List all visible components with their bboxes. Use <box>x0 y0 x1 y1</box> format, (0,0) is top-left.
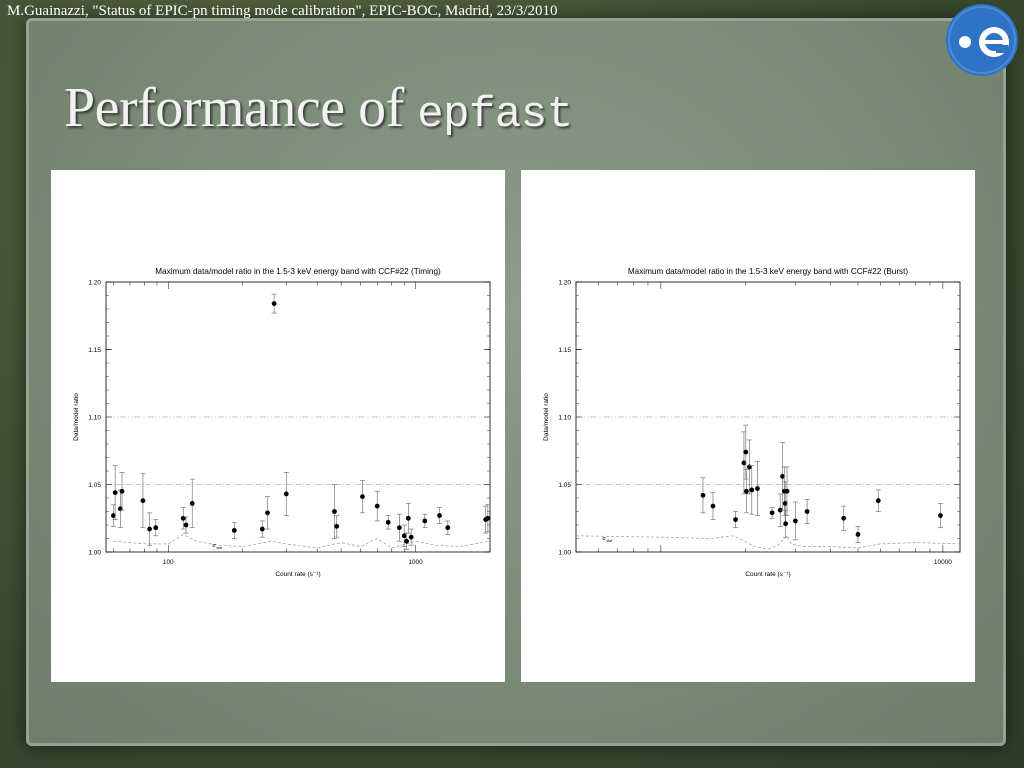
sigma-stat-curve <box>113 534 491 549</box>
slide-title: Performance of epfast <box>64 76 573 140</box>
data-point <box>743 449 749 455</box>
data-point <box>841 515 847 521</box>
data-point <box>782 501 788 506</box>
sigma-sub-label: stat <box>606 539 612 543</box>
y-tick-label: 1.10 <box>88 415 101 422</box>
y-tick-label: 1.20 <box>88 280 101 287</box>
data-point <box>741 460 747 466</box>
sigma-label: σ <box>212 543 216 549</box>
data-point <box>183 522 189 528</box>
data-point <box>938 513 943 518</box>
data-point <box>396 525 402 531</box>
chart-title: Maximum data/model ratio in the 1.5-3 ke… <box>628 267 909 276</box>
chart-panel-timing: Maximum data/model ratio in the 1.5-3 ke… <box>51 170 505 682</box>
chart-panel-burst: Maximum data/model ratio in the 1.5-3 ke… <box>521 170 975 682</box>
y-tick-label: 1.00 <box>558 550 571 557</box>
y-tick-label: 1.15 <box>558 347 571 354</box>
data-point <box>112 490 118 495</box>
data-point <box>769 510 775 516</box>
x-axis-label: Count rate (s⁻¹) <box>745 571 790 578</box>
chart-timing: Maximum data/model ratio in the 1.5-3 ke… <box>73 267 491 578</box>
data-point <box>147 526 152 532</box>
sigma-label: σ <box>602 536 606 542</box>
data-point <box>780 474 785 479</box>
data-point <box>437 513 442 518</box>
data-point <box>140 498 146 504</box>
y-tick-label: 1.20 <box>558 280 571 287</box>
data-point <box>755 486 760 491</box>
data-point <box>783 521 789 527</box>
x-axis-label: Count rate (s⁻¹) <box>275 571 320 578</box>
title-text: Performance of <box>64 77 404 139</box>
y-axis-label: Data/model ratio <box>73 393 80 441</box>
esa-logo-icon <box>946 4 1018 76</box>
data-point <box>153 525 159 531</box>
data-point <box>422 518 428 524</box>
data-point <box>485 515 491 521</box>
data-point <box>360 494 365 500</box>
data-point <box>334 523 340 529</box>
data-point <box>332 509 337 514</box>
sigma-stat-curve <box>575 535 961 550</box>
data-point <box>374 503 380 509</box>
data-point <box>111 513 116 518</box>
data-point <box>445 525 451 531</box>
data-point <box>855 532 861 537</box>
data-point <box>749 487 755 493</box>
data-point <box>283 491 289 497</box>
x-tick-label: 1000 <box>408 559 423 566</box>
data-point <box>875 498 881 504</box>
slide-header: M.Guainazzi, "Status of EPIC-pn timing m… <box>7 3 558 19</box>
data-point <box>231 528 237 533</box>
data-point <box>265 510 270 516</box>
data-point <box>119 488 125 494</box>
data-point <box>408 534 414 540</box>
data-point <box>271 301 277 306</box>
data-point <box>743 488 749 494</box>
data-point <box>401 533 407 539</box>
chart-title: Maximum data/model ratio in the 1.5-3 ke… <box>155 267 441 276</box>
data-point <box>733 517 738 522</box>
y-axis-label: Data/model ratio <box>543 393 550 441</box>
data-point <box>784 488 790 494</box>
data-point <box>404 538 410 544</box>
chart-burst: Maximum data/model ratio in the 1.5-3 ke… <box>543 267 961 578</box>
sigma-sub-label: stat <box>216 546 222 550</box>
y-tick-label: 1.05 <box>88 482 101 489</box>
data-point <box>385 519 391 525</box>
data-point <box>710 503 716 509</box>
y-tick-label: 1.00 <box>88 550 101 557</box>
data-point <box>189 501 195 506</box>
x-tick-label: 10000 <box>934 559 952 566</box>
title-code: epfast <box>417 90 573 140</box>
data-point <box>804 509 810 514</box>
y-tick-label: 1.10 <box>558 415 571 422</box>
y-tick-label: 1.05 <box>558 482 571 489</box>
data-point <box>405 515 411 521</box>
data-point <box>259 526 265 532</box>
data-point <box>700 492 706 498</box>
y-tick-label: 1.15 <box>88 347 101 354</box>
data-point <box>793 518 798 524</box>
x-tick-label: 100 <box>163 559 174 566</box>
